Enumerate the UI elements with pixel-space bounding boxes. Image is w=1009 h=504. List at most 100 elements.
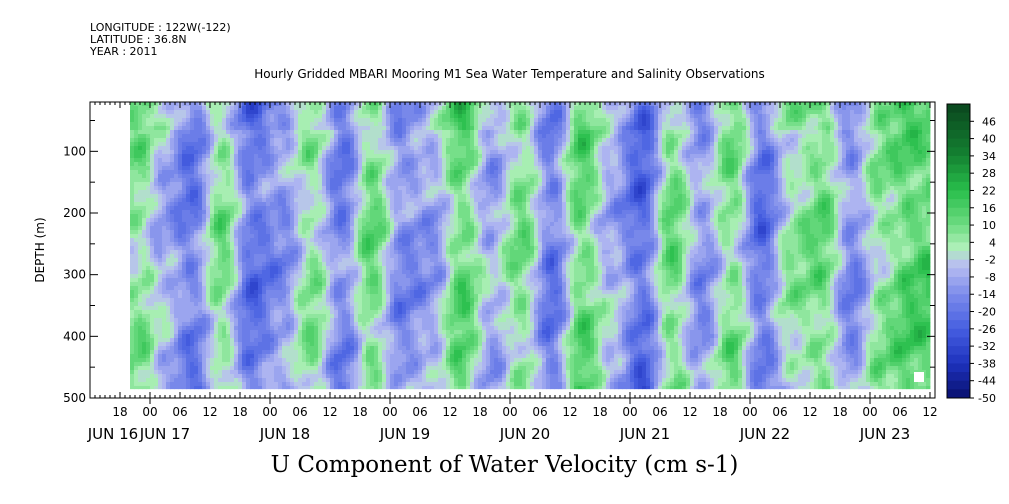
x-hour-tick-label: 06 bbox=[892, 405, 907, 419]
colorbar-label: -2 bbox=[985, 254, 996, 267]
colorbar-label: 22 bbox=[982, 184, 996, 197]
colorbar-label: -44 bbox=[978, 375, 996, 388]
x-hour-tick-label: 12 bbox=[202, 405, 217, 419]
colorbar-swatch bbox=[947, 302, 970, 313]
x-hour-tick-label: 12 bbox=[322, 405, 337, 419]
colorbar-swatch bbox=[947, 251, 970, 261]
y-tick-label: 200 bbox=[63, 206, 86, 220]
x-hour-tick-label: 18 bbox=[472, 405, 487, 419]
x-date-label: JUN 16 bbox=[87, 425, 138, 443]
x-hour-tick-label: 06 bbox=[412, 405, 427, 419]
x-hour-tick-label: 18 bbox=[112, 405, 127, 419]
chart-title: Hourly Gridded MBARI Mooring M1 Sea Wate… bbox=[254, 67, 765, 81]
colorbar-swatch bbox=[947, 363, 970, 373]
x-hour-tick-label: 06 bbox=[772, 405, 787, 419]
colorbar-swatch bbox=[947, 181, 970, 191]
colorbar-swatch bbox=[947, 199, 970, 209]
colorbar-label: -20 bbox=[978, 306, 996, 319]
colorbar-label: -38 bbox=[978, 357, 996, 370]
x-hour-tick-label: 06 bbox=[172, 405, 187, 419]
x-date-label: JUN 18 bbox=[259, 425, 310, 443]
colorbar-swatch bbox=[947, 104, 970, 114]
colorbar-swatch bbox=[947, 337, 970, 347]
colorbar-label: 40 bbox=[982, 133, 996, 146]
colorbar-swatch bbox=[947, 216, 970, 226]
y-tick-label: 300 bbox=[63, 268, 86, 282]
y-tick-label: 400 bbox=[63, 329, 86, 343]
colorbar-swatch bbox=[947, 380, 970, 390]
colorbar-swatch bbox=[947, 129, 970, 140]
y-axis-label: DEPTH (m) bbox=[33, 217, 47, 282]
x-date-label: JUN 20 bbox=[499, 425, 550, 443]
x-axis-label: U Component of Water Velocity (cm s-1) bbox=[270, 452, 739, 478]
x-date-label: JUN 23 bbox=[859, 425, 910, 443]
colorbar-label: 10 bbox=[982, 219, 996, 232]
x-hour-tick-label: 12 bbox=[682, 405, 697, 419]
colorbar-swatch bbox=[947, 173, 970, 183]
x-hour-tick-label: 06 bbox=[532, 405, 547, 419]
colorbar-swatch bbox=[947, 112, 970, 122]
colorbar-label: -14 bbox=[978, 288, 996, 301]
colorbar-label: -26 bbox=[978, 323, 996, 336]
x-hour-tick-label: 00 bbox=[262, 405, 277, 419]
colorbar-swatch bbox=[947, 276, 970, 287]
x-hour-tick-label: 18 bbox=[352, 405, 367, 419]
x-hour-tick-label: 06 bbox=[652, 405, 667, 419]
year-text: YEAR : 2011 bbox=[90, 45, 158, 58]
x-hour-tick-label: 12 bbox=[442, 405, 457, 419]
colorbar-frame bbox=[946, 103, 971, 399]
x-date-label: JUN 17 bbox=[139, 425, 190, 443]
x-date-label: JUN 22 bbox=[739, 425, 790, 443]
x-hour-tick-label: 00 bbox=[502, 405, 517, 419]
metadata-block: LONGITUDE : 122W(-122) LATITUDE : 36.8N … bbox=[90, 22, 231, 58]
x-hour-tick-label: 12 bbox=[562, 405, 577, 419]
x-hour-tick-label: 00 bbox=[622, 405, 637, 419]
colorbar-swatch bbox=[947, 155, 970, 166]
colorbar-swatch bbox=[947, 372, 970, 382]
colorbar-swatch bbox=[947, 294, 970, 304]
colorbar-label: -8 bbox=[985, 271, 996, 284]
colorbar-swatch bbox=[947, 233, 970, 243]
colorbar-swatch bbox=[947, 259, 970, 269]
colorbar-swatch bbox=[947, 311, 970, 321]
x-hour-tick-label: 12 bbox=[922, 405, 937, 419]
colorbar-swatch bbox=[947, 268, 970, 278]
x-hour-tick-label: 00 bbox=[862, 405, 877, 419]
x-date-label: JUN 19 bbox=[379, 425, 430, 443]
heatmap-field bbox=[130, 102, 931, 390]
x-hour-tick-label: 00 bbox=[382, 405, 397, 419]
x-date-label: JUN 21 bbox=[619, 425, 670, 443]
colorbar-swatch bbox=[947, 225, 970, 235]
white-marker bbox=[914, 372, 924, 382]
colorbar-label: 46 bbox=[982, 115, 996, 128]
colorbar-label: -50 bbox=[978, 392, 996, 405]
colorbar-label: 28 bbox=[982, 167, 996, 180]
latitude-text: LATITUDE : 36.8N bbox=[90, 33, 187, 46]
colorbar-swatch bbox=[947, 346, 970, 356]
y-tick-label: 500 bbox=[63, 391, 86, 405]
colorbar-swatch bbox=[947, 320, 970, 330]
plot-frame bbox=[89, 101, 936, 399]
colorbar-label: 4 bbox=[989, 236, 996, 249]
x-hour-tick-label: 00 bbox=[142, 405, 157, 419]
x-hour-tick-label: 12 bbox=[802, 405, 817, 419]
x-hour-tick-label: 18 bbox=[712, 405, 727, 419]
colorbar-swatch bbox=[947, 147, 970, 157]
x-hour-tick-label: 18 bbox=[232, 405, 247, 419]
colorbar-label: -32 bbox=[978, 340, 996, 353]
y-tick-label: 100 bbox=[63, 144, 86, 158]
colorbar-label: 34 bbox=[982, 150, 996, 163]
colorbar-swatch bbox=[947, 121, 970, 131]
colorbar-swatch bbox=[947, 138, 970, 148]
colorbar-swatch bbox=[947, 328, 970, 338]
colorbar-swatch bbox=[947, 354, 970, 364]
x-hour-tick-label: 06 bbox=[292, 405, 307, 419]
colorbar-swatch bbox=[947, 164, 970, 174]
colorbar-swatch bbox=[947, 242, 970, 252]
longitude-text: LONGITUDE : 122W(-122) bbox=[90, 21, 231, 34]
colorbar-swatch bbox=[947, 389, 970, 399]
colorbar-swatch bbox=[947, 285, 970, 295]
x-hour-tick-label: 18 bbox=[592, 405, 607, 419]
colorbar-swatch bbox=[947, 207, 970, 217]
